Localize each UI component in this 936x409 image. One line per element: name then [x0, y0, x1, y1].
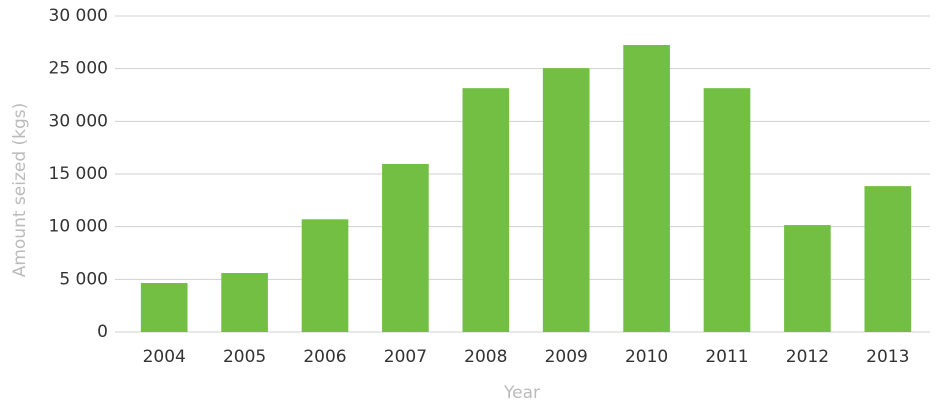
x-tick-label: 2009: [545, 347, 588, 367]
y-tick-label: 15 000: [49, 164, 108, 184]
x-tick-label: 2008: [464, 347, 507, 367]
x-tick-label: 2004: [143, 347, 186, 367]
y-tick-label: 5 000: [59, 269, 108, 289]
bar: [542, 68, 590, 332]
y-tick-label: 25 000: [49, 59, 108, 79]
x-tick-label: 2013: [866, 347, 909, 367]
y-axis-title: Amount seized (kgs): [10, 103, 30, 278]
bar: [140, 283, 188, 332]
x-tick-label: 2012: [786, 347, 829, 367]
bar: [382, 163, 429, 332]
x-axis-title: Year: [503, 383, 540, 403]
bar: [703, 88, 751, 332]
x-tick-label: 2010: [625, 347, 668, 367]
x-tick-label: 2011: [705, 347, 748, 367]
y-tick-label: 10 000: [49, 217, 108, 237]
bar: [623, 44, 670, 332]
x-tick-label: 2006: [303, 347, 346, 367]
bar: [221, 273, 268, 332]
bar: [784, 225, 831, 332]
bar: [462, 88, 510, 332]
y-tick-label: 0: [97, 322, 108, 342]
y-tick-label: 30 000: [49, 6, 108, 26]
bar: [301, 219, 349, 332]
y-tick-label: 30 000: [49, 111, 108, 131]
bar: [864, 186, 912, 332]
x-tick-label: 2005: [223, 347, 266, 367]
x-tick-label: 2007: [384, 347, 427, 367]
